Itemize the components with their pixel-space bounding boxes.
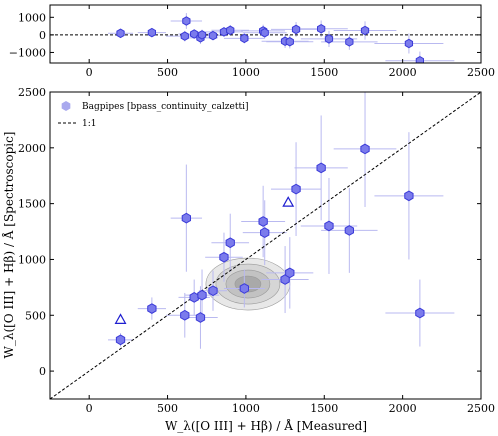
x-tick-label: 0 [86, 402, 93, 415]
residual-points [116, 16, 425, 63]
x-tick-label: 2500 [467, 402, 495, 415]
residual-point [360, 25, 370, 36]
x-tick-label: 1000 [232, 402, 260, 415]
residual-point [182, 16, 191, 26]
y-tick-label: 2000 [18, 142, 46, 155]
y-tick-label: 1500 [18, 198, 46, 211]
residual-point [190, 29, 199, 39]
triangle-point [282, 196, 295, 207]
y-tick-label: 0 [39, 29, 46, 42]
y-tick-label: 1000 [18, 11, 46, 24]
residual-point [208, 30, 218, 41]
comparison-point [360, 143, 370, 155]
comparison-point [239, 283, 249, 294]
one-to-one-line [50, 92, 481, 399]
residual-point [240, 33, 249, 44]
comparison-point [260, 227, 270, 239]
comparison-point [180, 309, 190, 321]
y-tick-label: 1000 [18, 253, 46, 266]
residual-point [404, 38, 414, 49]
comparison-point [285, 267, 295, 279]
comparison-point [195, 312, 206, 323]
comparison-errorbars [107, 92, 455, 349]
y-tick-label: 500 [25, 309, 46, 322]
comparison-point [208, 285, 218, 297]
legend-label-bagpipes: Bagpipes [bpass_continuity_calzetti] [82, 102, 248, 112]
residual-point [291, 24, 301, 35]
residual-point [324, 34, 334, 44]
residual-point [285, 36, 294, 47]
x-tick-label: 1500 [310, 402, 338, 415]
comparison-point [344, 225, 355, 236]
comparison-point [147, 303, 157, 314]
x-tick-label: 2000 [389, 402, 417, 415]
residual-point [415, 55, 425, 63]
residual-ticks: 0 500 1000 1500 2000 2500 −1000 0 1000 [9, 5, 495, 79]
comparison-point [291, 183, 301, 195]
y-axis-label: W_λ([O III] + Hβ) / Å [Spectroscopic] [1, 132, 16, 359]
legend-label-one-to-one: 1:1 [82, 119, 96, 129]
residual-panel: 0 500 1000 1500 2000 2500 −1000 0 1000 [9, 4, 495, 79]
legend-hexagon-marker [61, 101, 71, 111]
x-tick-label: 500 [157, 66, 178, 79]
residual-point [226, 25, 235, 36]
residual-point [197, 30, 207, 40]
x-tick-label: 2000 [389, 66, 417, 79]
comparison-point [415, 307, 425, 319]
comparison-point [197, 289, 207, 301]
comparison-point [181, 212, 192, 224]
triangle-point [114, 313, 127, 324]
x-tick-label: 0 [86, 66, 93, 79]
residual-point [180, 31, 189, 41]
comparison-panel-frame [49, 91, 482, 400]
comparison-point [219, 251, 229, 263]
residual-point [317, 23, 326, 34]
density-contour [205, 257, 291, 311]
x-tick-label: 1000 [232, 66, 260, 79]
legend: Bagpipes [bpass_continuity_calzetti] 1:1 [58, 101, 248, 129]
y-tick-label: 0 [39, 365, 46, 378]
residual-point [345, 37, 354, 47]
comparison-point [115, 334, 126, 346]
comparison-point [258, 216, 268, 227]
x-tick-label: 500 [157, 402, 178, 415]
comparison-points [114, 143, 425, 346]
y-tick-label: 2500 [18, 86, 46, 99]
comparison-ticks: 0 500 1000 1500 2000 2500 0 500 1000 1500 2000 2500 [18, 86, 495, 415]
x-tick-label: 1500 [310, 66, 338, 79]
comparison-point [404, 190, 414, 202]
x-axis-label: W_λ([O III] + Hβ) / Å [Measured] [165, 418, 367, 433]
residual-panel-frame [49, 4, 482, 64]
residual-point [116, 28, 125, 39]
comparison-point [316, 162, 326, 174]
residual-point [260, 27, 269, 38]
comparison-point [189, 292, 199, 303]
x-tick-label: 2500 [467, 66, 495, 79]
comparison-point [324, 220, 334, 232]
comparison-panel: 0 500 1000 1500 2000 2500 0 500 1000 1500 2000 2500… [1, 86, 495, 433]
comparison-point [225, 237, 235, 249]
y-tick-label: −1000 [9, 46, 46, 59]
residual-point [147, 27, 157, 38]
